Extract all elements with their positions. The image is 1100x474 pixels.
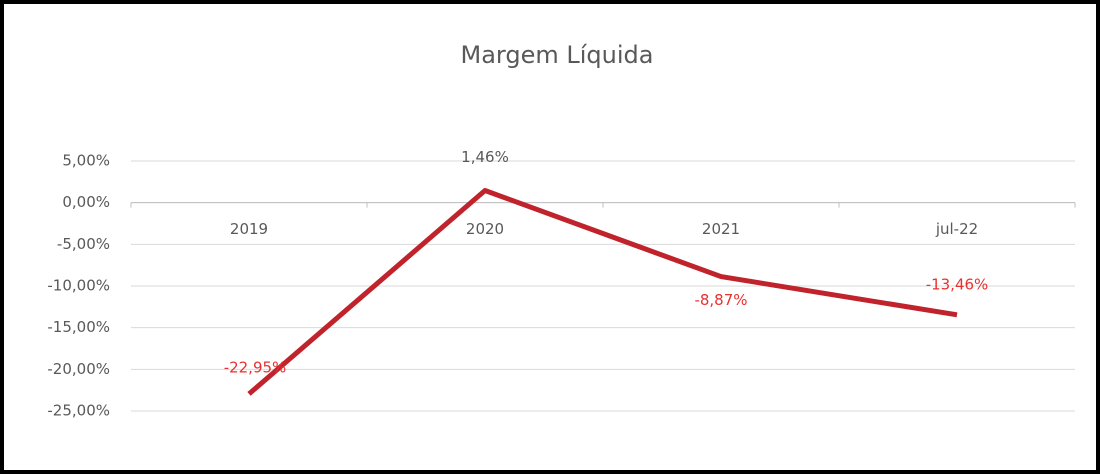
x-tick-label: 2021	[702, 220, 740, 238]
y-tick-label: -5,00%	[57, 235, 110, 253]
y-tick-label: 5,00%	[62, 152, 110, 170]
data-line	[247, 188, 958, 396]
x-tick-label: jul-22	[935, 220, 978, 238]
y-tick-label: -20,00%	[47, 360, 110, 378]
y-tick-label: -25,00%	[47, 402, 110, 420]
data-label: -13,46%	[926, 275, 989, 293]
x-tick-label: 2019	[230, 220, 268, 238]
chart-title: Margem Líquida	[461, 41, 654, 69]
y-tick-label: 0,00%	[62, 193, 110, 211]
y-tick-label: -15,00%	[47, 318, 110, 336]
x-tick-label: 2020	[466, 220, 504, 238]
data-label: -8,87%	[694, 291, 747, 309]
data-label: -22,95%	[224, 358, 287, 376]
data-label: 1,46%	[461, 148, 509, 166]
y-tick-label: -10,00%	[47, 277, 110, 295]
